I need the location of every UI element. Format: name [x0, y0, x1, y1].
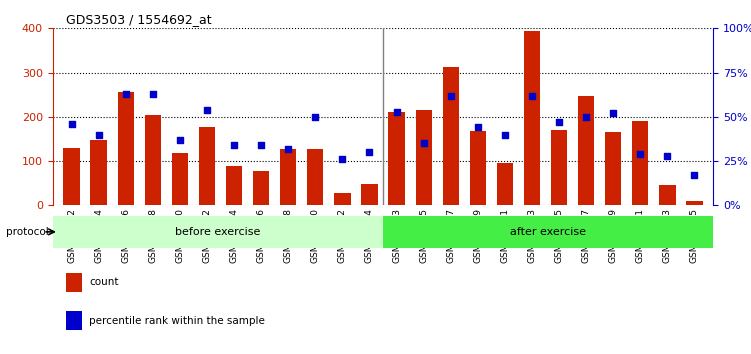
Bar — [496, 163, 513, 205]
Bar — [253, 171, 270, 205]
Point — [228, 142, 240, 148]
Point — [553, 119, 565, 125]
Point — [499, 132, 511, 137]
Bar — [632, 121, 648, 205]
Point — [363, 149, 376, 155]
Point — [92, 132, 104, 137]
Point — [526, 93, 538, 98]
FancyBboxPatch shape — [383, 216, 713, 248]
Text: GDS3503 / 1554692_at: GDS3503 / 1554692_at — [66, 13, 212, 26]
Bar — [415, 110, 432, 205]
Point — [391, 109, 403, 114]
Bar — [605, 132, 621, 205]
Point — [635, 151, 647, 157]
Bar — [442, 67, 459, 205]
Point — [662, 153, 674, 159]
FancyBboxPatch shape — [53, 216, 383, 248]
Bar — [388, 113, 405, 205]
Point — [65, 121, 77, 127]
Point — [418, 141, 430, 146]
Point — [689, 172, 701, 178]
Text: count: count — [89, 277, 119, 287]
Bar — [361, 184, 378, 205]
Text: before exercise: before exercise — [175, 227, 261, 237]
Bar — [63, 148, 80, 205]
Point — [146, 91, 158, 97]
Bar — [524, 30, 540, 205]
Bar — [659, 184, 676, 205]
Text: after exercise: after exercise — [510, 227, 587, 237]
Bar — [551, 130, 567, 205]
Bar — [118, 92, 134, 205]
Point — [119, 91, 131, 97]
Bar — [66, 273, 83, 292]
Text: protocol: protocol — [6, 227, 49, 237]
Bar — [226, 166, 242, 205]
Bar — [145, 115, 161, 205]
Point — [472, 125, 484, 130]
Bar — [307, 149, 324, 205]
Bar — [686, 201, 703, 205]
Point — [336, 156, 348, 162]
Bar — [280, 149, 297, 205]
Point — [445, 93, 457, 98]
Bar — [199, 127, 215, 205]
Bar — [334, 193, 351, 205]
Bar — [469, 131, 486, 205]
Bar — [66, 311, 83, 330]
Point — [580, 114, 592, 120]
Bar — [578, 96, 594, 205]
Point — [174, 137, 186, 143]
Bar — [172, 153, 188, 205]
Text: percentile rank within the sample: percentile rank within the sample — [89, 315, 265, 326]
Point — [282, 146, 294, 152]
Point — [201, 107, 213, 113]
Bar — [90, 140, 107, 205]
Point — [608, 110, 620, 116]
Point — [309, 114, 321, 120]
Point — [255, 142, 267, 148]
